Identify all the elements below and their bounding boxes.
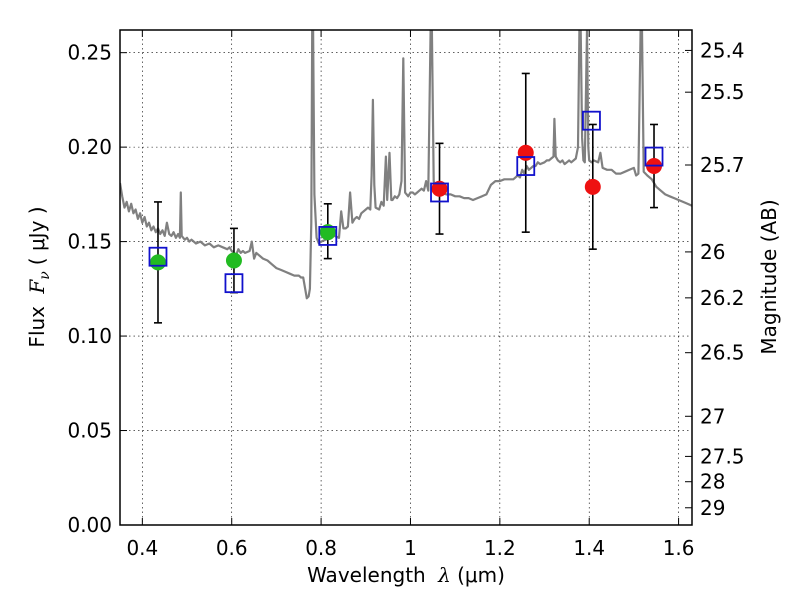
right-tick-label: 25.5 — [700, 80, 745, 104]
y-tick-label: 0.00 — [67, 513, 112, 537]
x-tick-label: 1 — [404, 536, 417, 560]
x-tick-label: 0.8 — [305, 536, 337, 560]
x-axis-label: Wavelength λ (μm) — [307, 563, 505, 587]
observed-flux-point — [319, 224, 336, 241]
ticks-layer: 0.4 0.6 0.8 1 1.2 1.4 1.6 0.00 0.05 0.10 0.15 0.20 0… — [67, 30, 745, 560]
right-tick-label: 27.5 — [700, 444, 745, 468]
right-tick-label: 29 — [700, 496, 725, 520]
x-tick-label: 0.6 — [216, 536, 248, 560]
model-flux-square — [582, 110, 601, 131]
right-tick-label: 25.7 — [700, 153, 745, 177]
right-tick-label: 27 — [700, 404, 725, 428]
model-flux-square — [224, 273, 244, 294]
y-tick-label: 0.20 — [67, 135, 112, 159]
model-flux-square — [430, 182, 449, 203]
x-tick-label: 1.4 — [573, 536, 605, 560]
right-tick-label: 26.2 — [700, 286, 745, 310]
x-tick-label: 1.2 — [484, 536, 516, 560]
observed-flux-point — [431, 180, 448, 197]
model-flux-square — [148, 246, 168, 267]
template-spectrum-line — [120, 30, 692, 300]
model-flux-square — [516, 156, 536, 176]
observed-flux-point — [225, 252, 242, 269]
y-axis-label: Flux Fν( μJy ) — [25, 206, 53, 347]
spectrum-layer — [120, 30, 692, 300]
observed-flux-point — [517, 144, 534, 161]
y-tick-label: 0.15 — [67, 230, 112, 254]
x-tick-label: 1.6 — [663, 536, 695, 560]
right-tick-label: 26 — [700, 240, 725, 264]
observed-flux-point — [149, 254, 166, 271]
x-tick-label: 0.4 — [126, 536, 158, 560]
right-tick-label: 26.5 — [700, 341, 745, 365]
right-tick-label: 28 — [700, 470, 725, 494]
y-tick-label: 0.25 — [67, 41, 112, 65]
marks-layer — [148, 72, 664, 324]
model-flux-square — [318, 226, 338, 246]
observed-flux-point — [584, 178, 601, 195]
model-flux-square — [644, 146, 664, 167]
y-tick-label: 0.10 — [67, 324, 112, 348]
y-tick-label: 0.05 — [67, 419, 112, 443]
right-tick-label: 25.4 — [700, 38, 745, 62]
plot-frame — [119, 29, 693, 526]
right-axis-label: Magnitude (AB) — [757, 199, 781, 354]
